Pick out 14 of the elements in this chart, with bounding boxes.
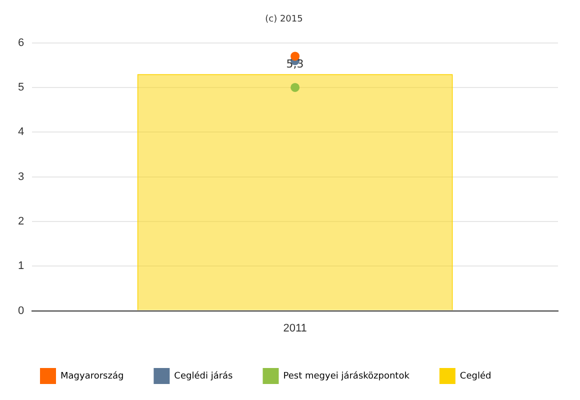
y-tick-label: 6 (18, 36, 24, 49)
y-tick-label: 2 (18, 216, 24, 228)
legend-label: Magyarország (60, 370, 124, 382)
legend-label: Pest megyei járásközpontok (283, 370, 410, 382)
y-tick-label: 5 (18, 82, 24, 94)
legend-label: Ceglédi járás (174, 370, 234, 382)
data-label: 5,3 (286, 57, 304, 70)
chart-title: (c) 2015 (265, 14, 303, 25)
y-tick-label: 1 (18, 260, 24, 272)
y-tick-label: 3 (18, 170, 24, 183)
legend-label: Cegléd (460, 370, 492, 382)
x-tick-label: 2011 (283, 322, 307, 334)
y-tick-label: 0 (18, 304, 24, 317)
y-tick-label: 4 (18, 126, 24, 138)
